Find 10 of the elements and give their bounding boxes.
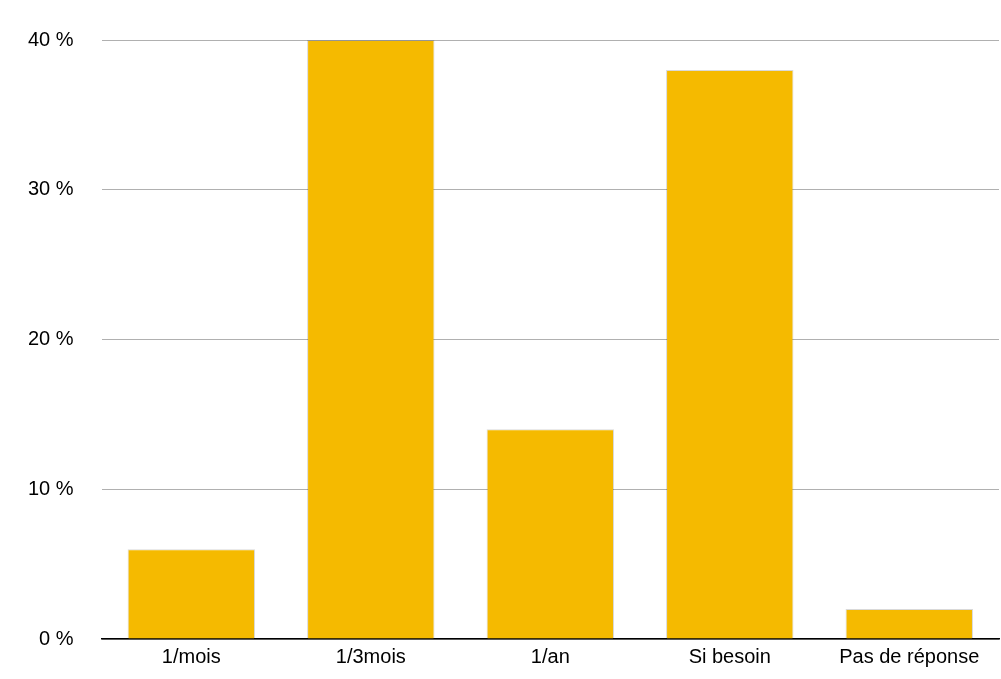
x-tick-label: 1/mois [161,644,221,667]
x-tick-label: Si besoin [688,644,771,667]
x-tick-label: 1/3mois [335,644,406,667]
y-tick-label: 40 % [27,27,74,50]
x-tick-label: Pas de réponse [839,644,980,667]
y-tick-label: 20 % [27,327,74,350]
y-tick-label: 0 % [39,626,74,649]
x-tick-label: 1/an [530,644,570,667]
y-tick-label: 10 % [27,476,74,499]
y-tick-label: 30 % [27,177,74,200]
